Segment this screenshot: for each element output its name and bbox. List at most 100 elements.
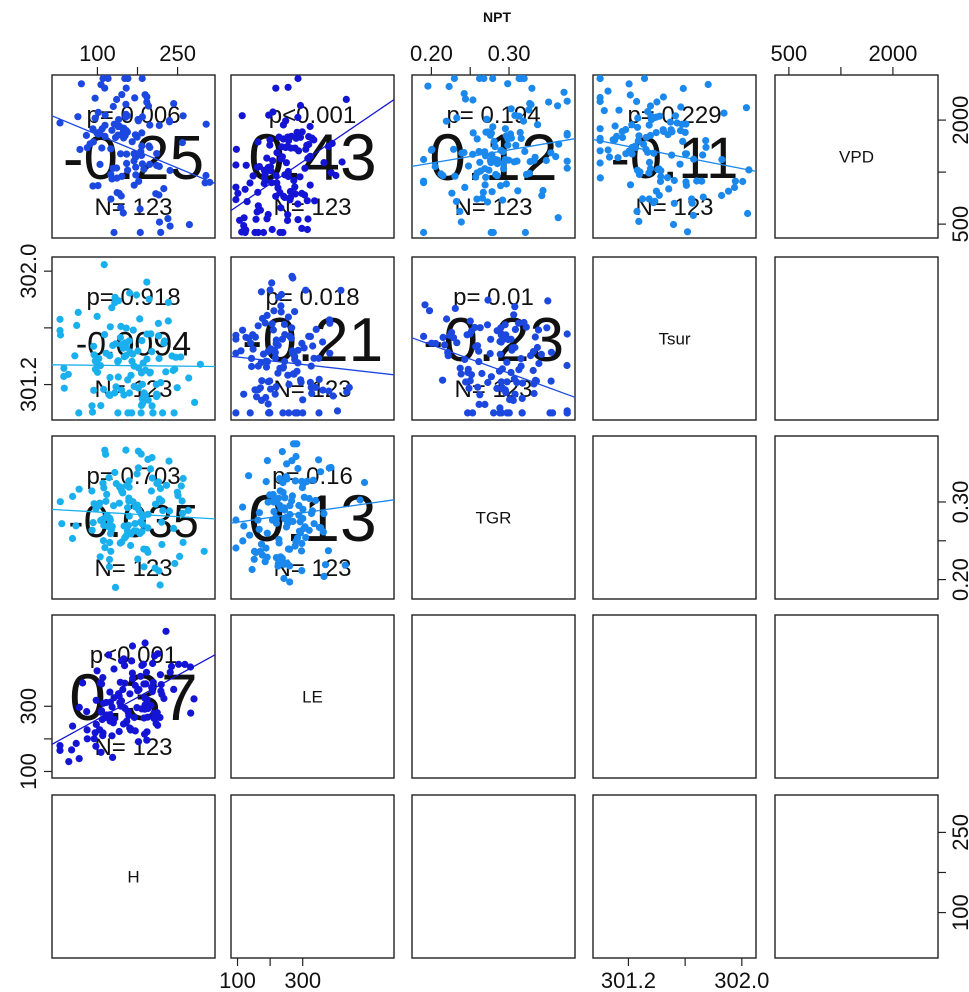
scatter-point [141,639,149,647]
scatter-point [145,295,153,303]
panel-frame-h-tsur [592,794,757,959]
scatter-point [628,150,636,158]
panel-frame-le-tgr [411,614,576,779]
scatter-point [148,474,156,482]
corr-p-value: p= 0.918 [86,284,180,311]
scatter-point [270,508,278,516]
scatter-point [149,409,157,417]
y-tick-label: 0.30 [948,481,969,524]
panel-frame-tgr-h [51,435,216,600]
scatter-point [652,187,661,195]
scatter-point [165,507,174,515]
scatter-point [175,660,183,668]
scatter-point [296,101,305,110]
scatter-point [294,216,302,224]
scatter-point [521,147,529,155]
panel-frame-h-le [230,794,395,959]
scatter-point [299,409,307,417]
scatter-point [148,348,156,356]
scatter-point [89,125,97,133]
panel-frame-le-vpd [774,614,939,779]
scatter-point [667,126,675,134]
scatter-point [744,209,752,218]
scatter-point [493,384,501,392]
scatter-point [232,544,240,552]
scatter-point [101,446,109,454]
scatter-point [115,727,123,736]
scatter-point [140,680,148,688]
scatter-point [263,215,271,223]
scatter-point [177,353,185,361]
scatter-point [298,189,306,197]
scatter-point [164,298,172,306]
scatter-point [129,326,137,334]
scatter-point [99,537,107,545]
scatter-point [117,322,125,330]
scatter-point [626,91,634,99]
diag-label-h: H [127,868,139,887]
scatter-point [698,177,706,185]
scatter-point [125,497,133,505]
scatter-point [277,308,285,316]
scatter-point [520,74,528,83]
scatter-point [155,218,164,226]
scatter-point [202,171,210,180]
scatter-point [301,164,309,172]
scatter-point [294,74,302,83]
scatter-point [288,497,296,505]
scatter-point [250,555,258,563]
scatter-point [420,332,428,340]
scatter-point [265,409,273,417]
scatter-point [266,286,274,294]
scatter-point [253,208,261,216]
scatter-point [279,228,287,237]
scatter-point [489,74,497,83]
scatter-point [122,324,130,332]
scatter-point [552,153,560,161]
scatter-point [134,347,142,355]
scatter-point [115,116,123,124]
scatter-point [308,507,316,515]
scatter-point [676,160,684,168]
scatter-point [656,177,665,185]
scatter-point [154,332,163,340]
scatter-point [499,159,508,167]
scatter-point [311,496,320,505]
regression-line [592,138,757,173]
scatter-point [164,215,172,223]
scatter-point [543,324,551,332]
scatter-point [129,675,137,683]
scatter-point [484,198,492,206]
scatter-point [284,545,292,553]
scatter-point [262,478,270,486]
scatter-point [272,383,280,391]
scatter-point [148,402,156,410]
scatter-point [128,657,136,665]
scatter-point [289,370,297,378]
scatter-point [560,88,568,96]
scatter-point [724,187,733,195]
scatter-point [99,732,107,740]
scatter-point [289,274,297,282]
scatter-point [457,370,465,378]
scatter-point [122,113,130,121]
scatter-point [530,389,538,398]
scatter-point [448,328,456,336]
scatter-point [679,137,687,145]
scatter-point [255,509,263,517]
scatter-point [699,151,707,159]
scatter-point [650,199,658,207]
scatter-point [108,126,116,134]
scatter-point [248,362,256,371]
scatter-point [545,98,553,106]
scatter-point [544,297,552,305]
scatter-point [147,487,155,495]
scatter-point [130,181,138,189]
scatter-point [450,145,458,153]
scatter-point [502,180,510,188]
scatter-point [259,228,268,237]
scatter-point [476,391,484,399]
scatter-point [249,345,257,353]
scatter-point [146,121,154,129]
scatter-point [134,117,142,125]
